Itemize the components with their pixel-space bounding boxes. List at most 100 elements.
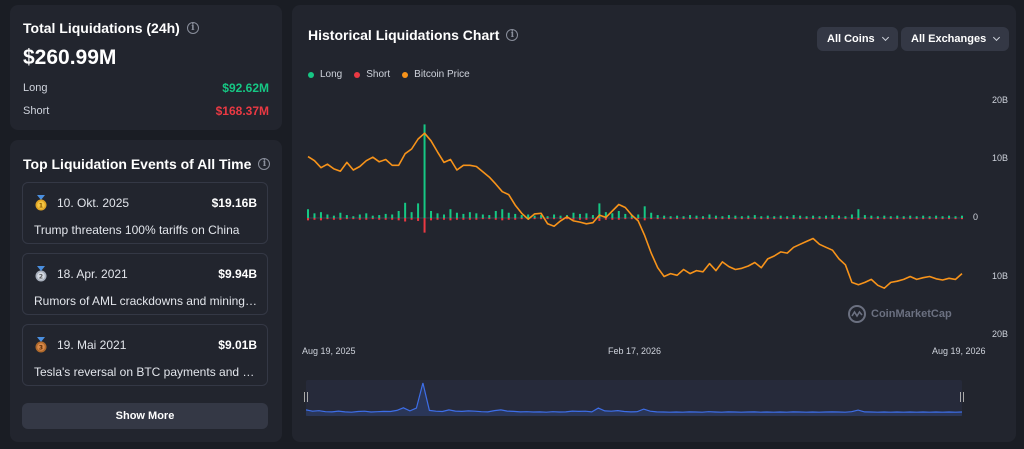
long-bar <box>695 215 698 218</box>
long-bar <box>481 214 484 218</box>
total-liquidations-value: $260.99M <box>23 46 117 69</box>
long-bar <box>514 213 517 218</box>
long-bar <box>844 216 847 218</box>
short-bar <box>805 218 808 220</box>
short-bar <box>449 218 452 221</box>
legend-item-long[interactable]: Long <box>308 69 342 80</box>
short-bar <box>371 218 374 220</box>
long-bar <box>371 215 374 218</box>
long-bar <box>863 215 866 218</box>
short-row: Short $168.37M <box>23 104 269 118</box>
long-bar <box>546 216 549 218</box>
long-bar <box>397 210 400 218</box>
top-events-title-row: Top Liquidation Events of All Time i <box>23 156 271 172</box>
short-bar <box>779 218 782 220</box>
long-bar <box>468 212 471 218</box>
short-bar <box>566 218 569 220</box>
long-bar <box>669 216 672 218</box>
legend-item-short[interactable]: Short <box>354 69 390 80</box>
short-bar <box>935 218 938 220</box>
short-bar <box>682 218 685 220</box>
long-bar <box>455 212 458 218</box>
long-bar <box>436 213 439 218</box>
short-bar <box>520 218 523 220</box>
exchanges-dropdown[interactable]: All Exchanges <box>901 27 1010 51</box>
event-description: Trump threatens 100% tariffs on China <box>34 223 240 237</box>
liquidations-chart[interactable] <box>292 5 1016 335</box>
info-icon[interactable]: i <box>186 22 199 34</box>
range-navigator[interactable] <box>304 380 964 416</box>
navigator-right-handle[interactable] <box>960 392 964 402</box>
info-icon[interactable]: i <box>258 158 271 170</box>
long-bar <box>358 214 361 218</box>
long-bar <box>909 215 912 218</box>
short-bar <box>643 218 646 221</box>
short-bar <box>669 218 672 220</box>
long-bar <box>326 214 329 218</box>
svg-text:2: 2 <box>39 274 43 281</box>
long-bar <box>449 209 452 218</box>
long-row: Long $92.62M <box>23 81 269 95</box>
event-item[interactable]: 3 19. Mai 2021 $9.01B Tesla's reversal o… <box>22 324 268 386</box>
short-bar <box>889 218 892 220</box>
long-bar <box>708 214 711 218</box>
short-bar <box>837 218 840 220</box>
long-bar <box>604 212 607 218</box>
short-bar <box>753 218 756 220</box>
short-bar <box>766 218 769 220</box>
long-bar <box>682 216 685 218</box>
navigator-left-handle[interactable] <box>304 392 308 402</box>
short-label: Short <box>23 105 50 117</box>
long-bar <box>384 213 387 218</box>
long-bar <box>533 215 536 218</box>
event-item[interactable]: 1 10. Okt. 2025 $19.16B Trump threatens … <box>22 182 268 244</box>
short-bar <box>611 218 614 220</box>
long-bar <box>727 215 730 218</box>
short-bar <box>928 218 931 220</box>
x-tick-label: Feb 17, 2026 <box>608 346 662 356</box>
event-amount: $9.94B <box>218 267 257 281</box>
long-bar <box>935 215 938 218</box>
long-bar <box>488 215 491 218</box>
short-bar <box>812 218 815 220</box>
chart-title: Historical Liquidations Chart <box>308 27 500 43</box>
coins-dropdown[interactable]: All Coins <box>817 27 898 51</box>
short-bar <box>734 218 737 220</box>
watermark-text: CoinMarketCap <box>871 308 952 320</box>
short-bar <box>404 218 407 222</box>
event-item[interactable]: 2 18. Apr. 2021 $9.94B Rumors of AML cra… <box>22 253 268 315</box>
navigator-line <box>306 382 962 413</box>
chart-title-row: Historical Liquidations Chart i <box>308 27 519 43</box>
short-bar <box>410 218 413 220</box>
short-bar <box>572 218 575 220</box>
long-bar <box>812 215 815 218</box>
short-value: $168.37M <box>215 104 269 118</box>
short-bar <box>436 218 439 220</box>
legend-item-bitcoin-price[interactable]: Bitcoin Price <box>402 69 470 80</box>
short-bar <box>870 218 873 220</box>
long-bar <box>501 209 504 218</box>
x-tick-label: Aug 19, 2026 <box>932 346 986 356</box>
short-bar <box>546 218 549 220</box>
short-bar <box>676 218 679 220</box>
info-icon[interactable]: i <box>506 29 519 41</box>
short-bar <box>727 218 730 220</box>
short-bar <box>313 218 316 220</box>
short-bar <box>857 218 860 220</box>
total-liquidations-title-row: Total Liquidations (24h) i <box>23 20 199 36</box>
long-bar <box>961 215 963 218</box>
long-bar <box>617 210 620 218</box>
long-bar <box>339 212 342 218</box>
short-bar <box>799 218 802 220</box>
total-liquidations-card: Total Liquidations (24h) i $260.99M Long… <box>10 5 282 130</box>
short-bar <box>695 218 698 220</box>
show-more-button[interactable]: Show More <box>22 403 268 429</box>
long-bar <box>831 215 834 218</box>
svg-text:1: 1 <box>39 203 43 210</box>
short-bar <box>663 218 666 220</box>
short-bar <box>786 218 789 220</box>
long-bar <box>578 213 581 218</box>
short-bar <box>585 218 588 220</box>
long-bar <box>850 214 853 218</box>
short-bar <box>617 218 620 220</box>
